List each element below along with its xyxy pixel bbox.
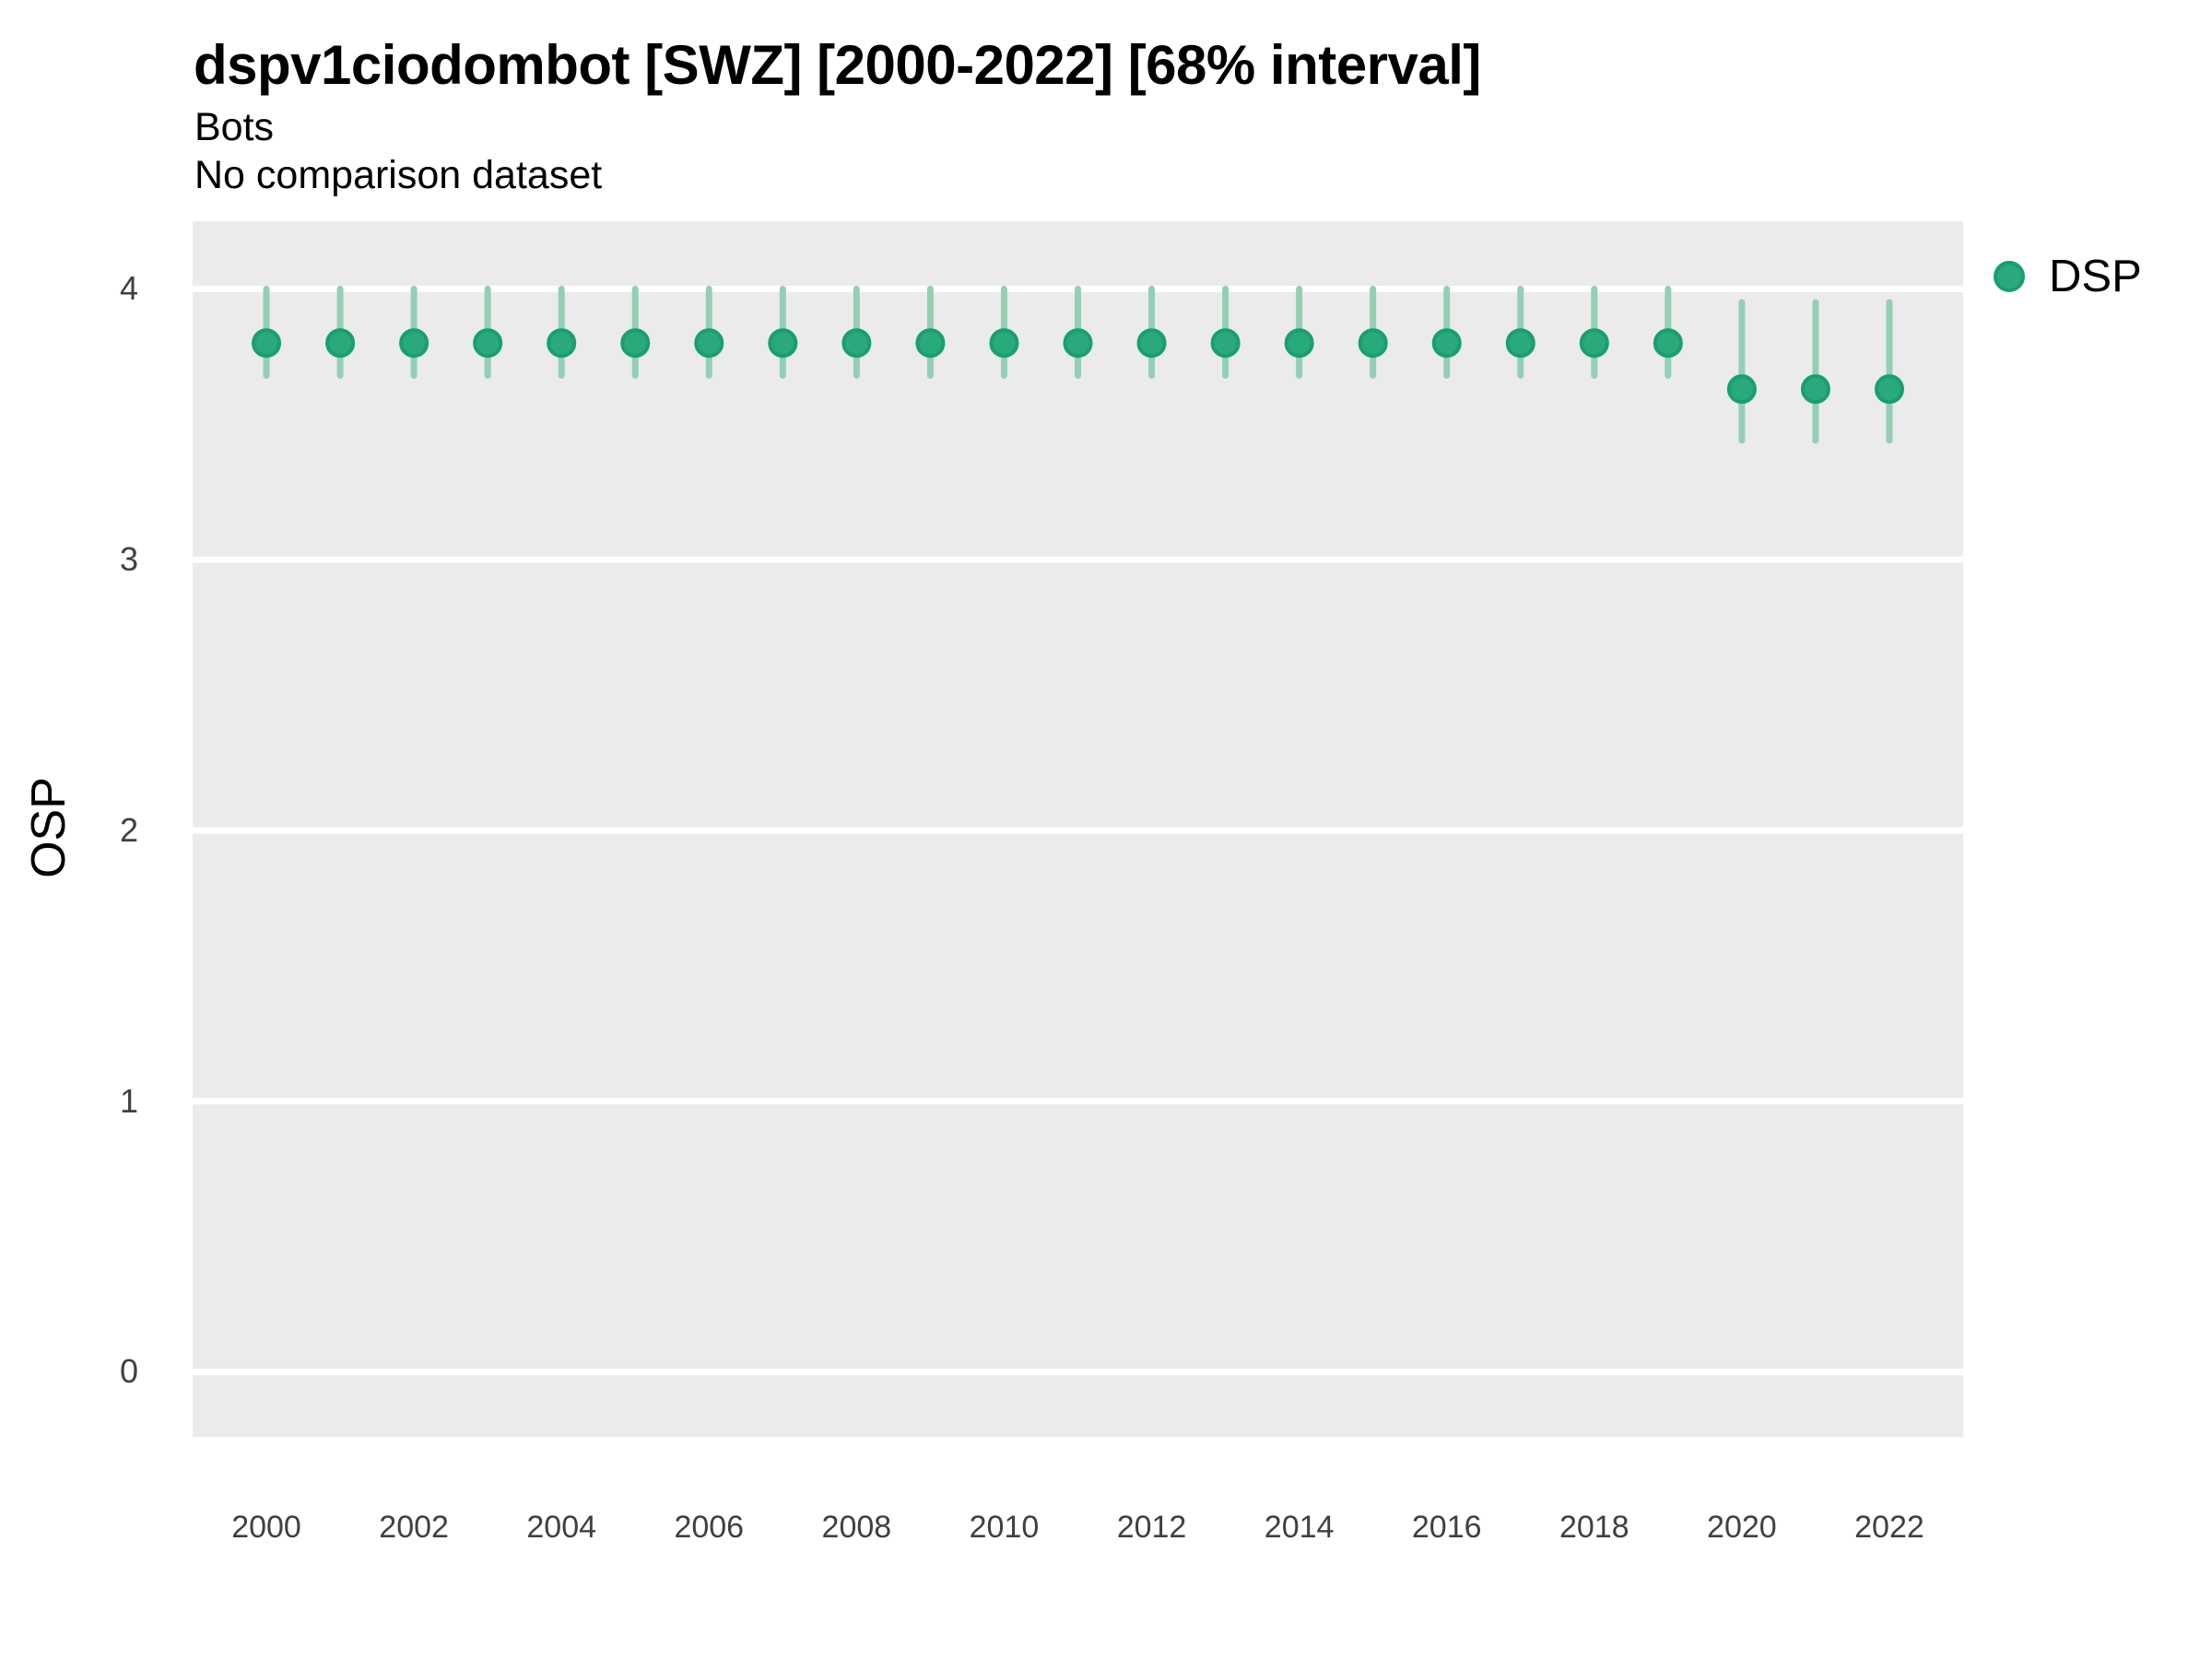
legend: DSP xyxy=(1994,252,2142,301)
x-tick-label: 2002 xyxy=(379,1510,449,1545)
y-tick-label: 3 xyxy=(119,540,138,579)
x-tick-label: 2006 xyxy=(674,1510,745,1545)
x-tick-label: 2012 xyxy=(1116,1510,1187,1545)
data-point xyxy=(1431,328,1462,359)
data-point xyxy=(1136,328,1167,359)
pointrange-plot xyxy=(193,221,1963,1437)
data-point xyxy=(915,328,946,359)
data-point xyxy=(841,328,872,359)
x-tick-label: 2004 xyxy=(526,1510,597,1545)
data-point xyxy=(399,328,429,359)
data-point xyxy=(1579,328,1609,359)
legend-label: DSP xyxy=(2049,252,2142,301)
y-tick-label: 0 xyxy=(119,1352,138,1391)
data-point xyxy=(252,328,282,359)
data-point xyxy=(1874,374,1904,405)
data-point xyxy=(1210,328,1241,359)
x-tick-label: 2020 xyxy=(1707,1510,1777,1545)
data-point xyxy=(768,328,798,359)
x-tick-label: 2018 xyxy=(1559,1510,1630,1545)
data-point xyxy=(473,328,503,359)
y-tick-label: 2 xyxy=(119,810,138,849)
y-tick-label: 1 xyxy=(119,1081,138,1120)
legend-point-icon xyxy=(1994,261,2025,292)
data-point xyxy=(989,328,1019,359)
data-point xyxy=(1063,328,1093,359)
data-point xyxy=(325,328,356,359)
data-point xyxy=(694,328,724,359)
data-point xyxy=(1284,328,1314,359)
chart-subtitle: Bots xyxy=(194,105,275,149)
y-tick-label: 4 xyxy=(119,269,138,308)
data-point xyxy=(547,328,577,359)
x-tick-label: 2014 xyxy=(1264,1510,1335,1545)
data-point xyxy=(1800,374,1830,405)
data-point xyxy=(620,328,651,359)
x-tick-label: 2022 xyxy=(1854,1510,1924,1545)
data-point xyxy=(1653,328,1683,359)
chart-subtitle-note: No comparison dataset xyxy=(194,153,603,197)
x-tick-label: 2008 xyxy=(821,1510,892,1545)
data-point xyxy=(1505,328,1535,359)
data-point xyxy=(1726,374,1757,405)
x-tick-label: 2016 xyxy=(1411,1510,1482,1545)
data-point xyxy=(1358,328,1388,359)
x-tick-label: 2000 xyxy=(231,1510,301,1545)
chart-title: dspv1ciodombot [SWZ] [2000-2022] [68% in… xyxy=(194,34,1481,96)
x-tick-label: 2010 xyxy=(969,1510,1040,1545)
plot-panel xyxy=(193,221,1963,1437)
